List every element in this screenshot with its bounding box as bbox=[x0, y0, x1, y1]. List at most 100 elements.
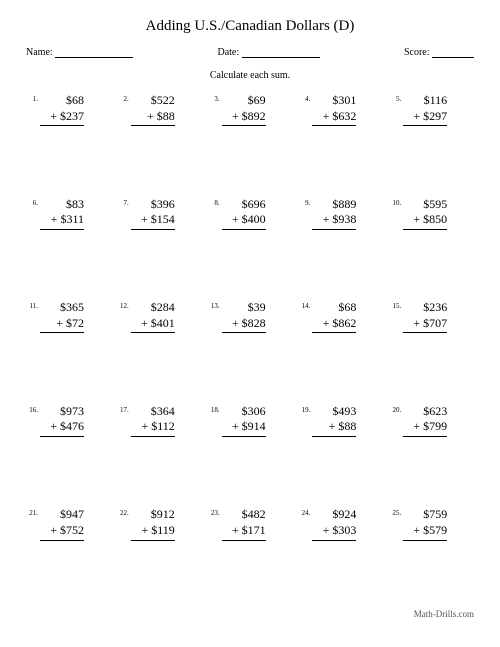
problem: 14.$68+ $862 bbox=[298, 300, 383, 398]
addend-top: $522 bbox=[131, 93, 175, 109]
problem-body: $236+ $707 bbox=[403, 300, 447, 333]
problem: 3.$69+ $892 bbox=[208, 93, 293, 191]
addend-top: $306 bbox=[222, 404, 266, 420]
problem-body: $947+ $752 bbox=[40, 507, 84, 540]
problem-body: $68+ $237 bbox=[40, 93, 84, 126]
problem: 16.$973+ $476 bbox=[26, 404, 111, 502]
date-label: Date: bbox=[217, 47, 239, 58]
problem: 10.$595+ $850 bbox=[389, 197, 474, 295]
addend-top: $623 bbox=[403, 404, 447, 420]
problem: 8.$696+ $400 bbox=[208, 197, 293, 295]
problem-number: 18. bbox=[208, 404, 220, 414]
name-field: Name: bbox=[26, 47, 133, 58]
problem: 17.$364+ $112 bbox=[117, 404, 202, 502]
addend-bottom: + $237 bbox=[40, 109, 84, 127]
problem: 11.$365+ $72 bbox=[26, 300, 111, 398]
date-field: Date: bbox=[217, 47, 319, 58]
problem: 4.$301+ $632 bbox=[298, 93, 383, 191]
problem-number: 3. bbox=[208, 93, 220, 103]
score-blank[interactable] bbox=[432, 47, 474, 58]
addend-top: $973 bbox=[40, 404, 84, 420]
problem: 19.$493+ $88 bbox=[298, 404, 383, 502]
addend-top: $924 bbox=[312, 507, 356, 523]
problem-number: 10. bbox=[389, 197, 401, 207]
addend-bottom: + $311 bbox=[40, 212, 84, 230]
problem-body: $364+ $112 bbox=[131, 404, 175, 437]
addend-top: $301 bbox=[312, 93, 356, 109]
addend-bottom: + $112 bbox=[131, 419, 175, 437]
problem-body: $889+ $938 bbox=[312, 197, 356, 230]
problem-number: 20. bbox=[389, 404, 401, 414]
problem: 25.$759+ $579 bbox=[389, 507, 474, 605]
addend-bottom: + $154 bbox=[131, 212, 175, 230]
problem-number: 15. bbox=[389, 300, 401, 310]
addend-bottom: + $171 bbox=[222, 523, 266, 541]
addend-top: $365 bbox=[40, 300, 84, 316]
problem: 2.$522+ $88 bbox=[117, 93, 202, 191]
addend-bottom: + $938 bbox=[312, 212, 356, 230]
worksheet-page: Adding U.S./Canadian Dollars (D) Name: D… bbox=[0, 0, 500, 647]
problem-number: 4. bbox=[298, 93, 310, 103]
addend-bottom: + $88 bbox=[312, 419, 356, 437]
addend-bottom: + $297 bbox=[403, 109, 447, 127]
problem-number: 1. bbox=[26, 93, 38, 103]
problem: 5.$116+ $297 bbox=[389, 93, 474, 191]
problem-body: $365+ $72 bbox=[40, 300, 84, 333]
problem-number: 2. bbox=[117, 93, 129, 103]
meta-row: Name: Date: Score: bbox=[26, 47, 474, 58]
problem: 13.$39+ $828 bbox=[208, 300, 293, 398]
problem-number: 21. bbox=[26, 507, 38, 517]
instruction-text: Calculate each sum. bbox=[26, 70, 474, 81]
problem-body: $69+ $892 bbox=[222, 93, 266, 126]
problem-body: $595+ $850 bbox=[403, 197, 447, 230]
problem: 20.$623+ $799 bbox=[389, 404, 474, 502]
problem-number: 6. bbox=[26, 197, 38, 207]
addend-top: $912 bbox=[131, 507, 175, 523]
problem-number: 7. bbox=[117, 197, 129, 207]
addend-top: $947 bbox=[40, 507, 84, 523]
problem-number: 12. bbox=[117, 300, 129, 310]
problem-body: $306+ $914 bbox=[222, 404, 266, 437]
problem-number: 13. bbox=[208, 300, 220, 310]
addend-bottom: + $476 bbox=[40, 419, 84, 437]
problem-number: 14. bbox=[298, 300, 310, 310]
problem-number: 5. bbox=[389, 93, 401, 103]
addend-top: $396 bbox=[131, 197, 175, 213]
date-blank[interactable] bbox=[242, 47, 320, 58]
problem: 7.$396+ $154 bbox=[117, 197, 202, 295]
problem-number: 9. bbox=[298, 197, 310, 207]
addend-top: $284 bbox=[131, 300, 175, 316]
problem: 24.$924+ $303 bbox=[298, 507, 383, 605]
problem-number: 23. bbox=[208, 507, 220, 517]
addend-bottom: + $914 bbox=[222, 419, 266, 437]
addend-bottom: + $828 bbox=[222, 316, 266, 334]
addend-bottom: + $707 bbox=[403, 316, 447, 334]
addend-bottom: + $401 bbox=[131, 316, 175, 334]
problem-body: $68+ $862 bbox=[312, 300, 356, 333]
problem-number: 24. bbox=[298, 507, 310, 517]
problem: 15.$236+ $707 bbox=[389, 300, 474, 398]
problem-body: $623+ $799 bbox=[403, 404, 447, 437]
problem-body: $116+ $297 bbox=[403, 93, 447, 126]
problem-number: 8. bbox=[208, 197, 220, 207]
addend-bottom: + $72 bbox=[40, 316, 84, 334]
problem: 23.$482+ $171 bbox=[208, 507, 293, 605]
addend-bottom: + $303 bbox=[312, 523, 356, 541]
addend-top: $595 bbox=[403, 197, 447, 213]
problem-number: 19. bbox=[298, 404, 310, 414]
problem: 12.$284+ $401 bbox=[117, 300, 202, 398]
addend-bottom: + $119 bbox=[131, 523, 175, 541]
addend-bottom: + $579 bbox=[403, 523, 447, 541]
problem: 21.$947+ $752 bbox=[26, 507, 111, 605]
addend-top: $482 bbox=[222, 507, 266, 523]
name-blank[interactable] bbox=[55, 47, 133, 58]
problem-body: $396+ $154 bbox=[131, 197, 175, 230]
problem-grid: 1.$68+ $2372.$522+ $883.$69+ $8924.$301+… bbox=[26, 93, 474, 605]
problem-body: $83+ $311 bbox=[40, 197, 84, 230]
page-title: Adding U.S./Canadian Dollars (D) bbox=[26, 18, 474, 35]
problem-number: 22. bbox=[117, 507, 129, 517]
addend-bottom: + $862 bbox=[312, 316, 356, 334]
addend-bottom: + $632 bbox=[312, 109, 356, 127]
problem: 18.$306+ $914 bbox=[208, 404, 293, 502]
problem-body: $301+ $632 bbox=[312, 93, 356, 126]
